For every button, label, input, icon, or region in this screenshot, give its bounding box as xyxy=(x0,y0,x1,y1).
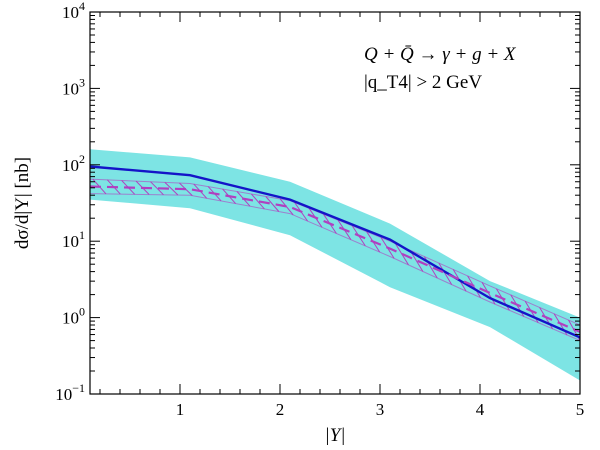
x-tick-label: 3 xyxy=(376,400,385,419)
x-tick-label: 2 xyxy=(276,400,285,419)
hatch-stroke xyxy=(438,262,453,285)
hatched-band-upper xyxy=(90,178,580,326)
hatch-stroke xyxy=(467,275,482,298)
y-tick-label: 100 xyxy=(62,305,85,328)
process-annotation: Q + Q̄ → γ + g + X xyxy=(364,44,517,65)
central-series-line xyxy=(90,165,580,339)
x-tick-label: 4 xyxy=(476,400,485,419)
hatch-stroke xyxy=(279,198,294,216)
hatch-stroke xyxy=(265,196,280,212)
x-tick-label: 1 xyxy=(176,400,185,419)
dashed-series-line xyxy=(90,185,580,333)
hatch-stroke xyxy=(150,181,164,196)
hatch-stroke xyxy=(164,182,179,196)
y-tick-label: 101 xyxy=(62,228,85,251)
y-tick-label: 10−1 xyxy=(55,381,85,404)
x-axis-label: |Y| xyxy=(324,425,345,446)
y-tick-label: 102 xyxy=(62,152,85,175)
uncertainty-band xyxy=(90,149,580,381)
y-tick-label: 104 xyxy=(62,0,85,22)
x-tick-label: 5 xyxy=(576,400,585,419)
plot-frame xyxy=(89,11,581,395)
y-tick-label: 103 xyxy=(62,75,85,98)
hatched-band-lower xyxy=(90,193,580,342)
y-axis-label: dσ/d|Y| [nb] xyxy=(12,157,33,249)
hatch-stroke xyxy=(251,193,265,210)
cut-annotation: |q_T4| > 2 GeV xyxy=(364,72,482,93)
